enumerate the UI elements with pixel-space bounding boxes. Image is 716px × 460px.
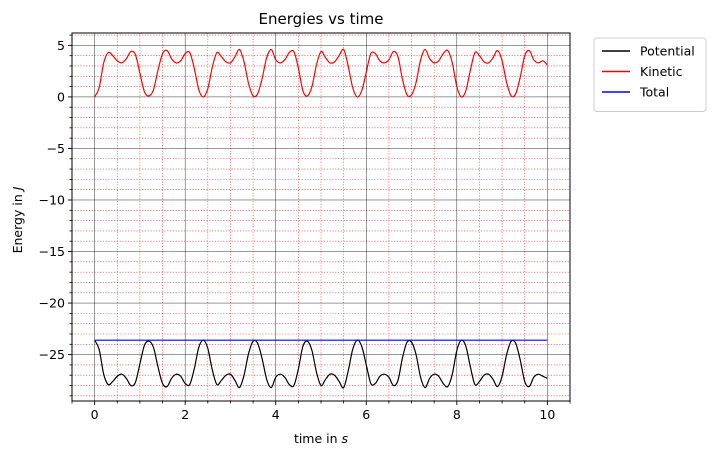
- x-axis-label-prefix: time in: [294, 431, 342, 446]
- x-axis-ticks: 0 2 4 6 8 10: [91, 401, 556, 422]
- legend-label-potential: Potential: [640, 44, 695, 59]
- major-grid: [72, 33, 570, 401]
- x-axis-label-unit: s: [342, 431, 349, 446]
- chart-title: Energies vs time: [259, 10, 384, 28]
- legend-label-total: Total: [639, 85, 669, 100]
- y-axis-label-prefix: Energy in: [10, 190, 25, 253]
- y-tick-label: 5: [57, 38, 65, 53]
- y-tick-label: −15: [39, 244, 65, 259]
- x-tick-label: 4: [272, 407, 280, 422]
- x-tick-label: 0: [91, 407, 99, 422]
- x-tick-label: 6: [362, 407, 370, 422]
- plot-frame: [72, 33, 570, 401]
- x-axis-label: time in s: [294, 431, 349, 446]
- y-tick-label: −10: [39, 192, 65, 207]
- y-axis-label: Energy in J: [10, 186, 25, 253]
- y-tick-label: −25: [39, 347, 65, 362]
- y-tick-label: −20: [39, 296, 65, 311]
- x-tick-label: 10: [539, 407, 555, 422]
- minor-grid: [70, 33, 571, 404]
- y-tick-label: −5: [47, 141, 65, 156]
- x-tick-label: 8: [453, 407, 461, 422]
- x-tick-label: 2: [181, 407, 189, 422]
- legend-label-kinetic: Kinetic: [640, 64, 683, 79]
- y-tick-label: 0: [57, 89, 65, 104]
- y-axis-ticks: 5 0 −5 −10 −15 −20 −25: [39, 38, 72, 362]
- legend: Potential Kinetic Total: [594, 38, 706, 112]
